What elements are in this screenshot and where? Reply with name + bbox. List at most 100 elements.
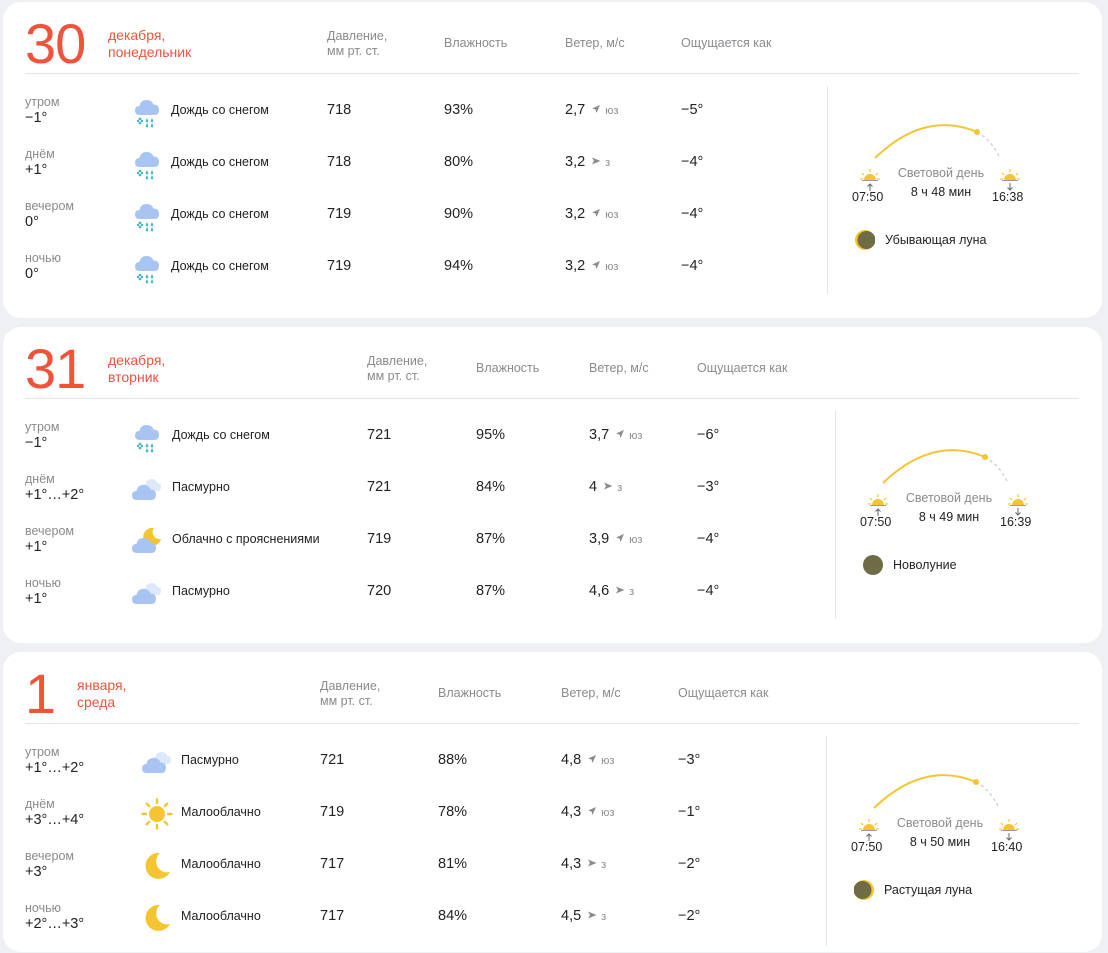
feels-like-value: −2° — [678, 908, 701, 924]
feels-like-value: −1° — [678, 804, 701, 820]
pressure-value: 718 — [327, 154, 352, 170]
forecast-row: утром −1° Дождь со снегом 721 95% 3,7 юз −6° — [3, 420, 1102, 472]
time-of-day: утром — [25, 420, 60, 434]
wind-info: 4,3 юз — [561, 804, 614, 822]
forecast-row: утром −1° Дождь со снегом 718 93% 2,7 юз −5° — [3, 95, 1102, 147]
feels-like-value: −3° — [678, 752, 701, 768]
condition: Облачно с прояснениями — [172, 532, 320, 546]
humidity-value: 84% — [438, 908, 468, 924]
header-divider — [25, 723, 1079, 724]
wind-arrow-sw-icon — [591, 104, 601, 114]
moon-phase-label: Убывающая луна — [885, 233, 987, 247]
feels-like-value: −5° — [681, 102, 704, 118]
time-of-day: ночью — [25, 576, 61, 590]
sunrise-time: 07:50 — [851, 840, 883, 854]
wind-arrow-sw-icon — [615, 429, 625, 439]
wind-direction: з — [601, 911, 607, 923]
header-pressure: Давление, мм рт. ст. — [327, 29, 388, 58]
time-of-day: ночью — [25, 251, 61, 265]
time-of-day: днём — [25, 472, 55, 486]
time-of-day: утром — [25, 95, 60, 109]
time-of-day: вечером — [25, 849, 74, 863]
forecast-row: вечером 0° Дождь со снегом 719 90% 3,2 юз −4° — [3, 199, 1102, 251]
condition: Пасмурно — [172, 480, 230, 494]
wind-arrow-sw-icon — [615, 533, 625, 543]
date-label: декабря, понедельник — [108, 27, 191, 61]
wind-arrow-sw-icon — [591, 260, 601, 270]
humidity-value: 84% — [476, 479, 506, 495]
forecast-row: вечером +3° Малооблачно 717 81% 4,3 з −2° — [3, 849, 1102, 901]
feels-like-value: −6° — [697, 427, 720, 443]
feels-like-value: −4° — [681, 154, 704, 170]
day-number: 31 — [25, 337, 86, 400]
wind-arrow-sw-icon — [587, 754, 597, 764]
sunrise-icon — [860, 169, 880, 191]
wind-direction: з — [629, 586, 635, 598]
cloudy-night-icon — [131, 525, 163, 557]
condition: Дождь со снегом — [171, 207, 269, 221]
moon-crescent-icon — [141, 902, 173, 934]
temperature: 0° — [25, 214, 39, 230]
column-divider — [827, 86, 828, 294]
humidity-value: 87% — [476, 531, 506, 547]
header-divider — [25, 398, 1079, 399]
temperature: +1° — [25, 539, 48, 555]
wind-direction: з — [605, 157, 611, 169]
temperature: +1° — [25, 162, 48, 178]
wind-arrow-sw-icon — [591, 208, 601, 218]
condition: Дождь со снегом — [171, 155, 269, 169]
moon-phase-label: Новолуние — [893, 558, 957, 572]
sunset-icon — [999, 819, 1019, 841]
condition: Дождь со снегом — [171, 259, 269, 273]
header-pressure: Давление, мм рт. ст. — [320, 679, 381, 708]
daylight-label: Световой день — [905, 491, 993, 505]
temperature: −1° — [25, 110, 48, 126]
pressure-value: 718 — [327, 102, 352, 118]
overcast-icon — [131, 577, 163, 609]
condition: Малооблачно — [181, 805, 261, 819]
wind-arrow-w-icon — [603, 481, 613, 491]
condition: Пасмурно — [172, 584, 230, 598]
rain-snow-icon — [131, 421, 163, 453]
pressure-value: 721 — [367, 479, 392, 495]
header-wind: Ветер, м/с — [561, 686, 621, 700]
wind-arrow-w-icon — [587, 858, 597, 868]
humidity-value: 80% — [444, 154, 474, 170]
time-of-day: ночью — [25, 901, 61, 915]
temperature: −1° — [25, 435, 48, 451]
sunset-time: 16:39 — [1000, 515, 1032, 529]
feels-like-value: −2° — [678, 856, 701, 872]
header-humidity: Влажность — [438, 686, 502, 700]
condition: Малооблачно — [181, 857, 261, 871]
feels-like-value: −4° — [681, 258, 704, 274]
humidity-value: 78% — [438, 804, 468, 820]
rain-snow-icon — [131, 252, 163, 284]
sun-arc — [873, 774, 999, 809]
time-of-day: вечером — [25, 199, 74, 213]
header-feels: Ощущается как — [697, 361, 788, 375]
moon-phase-label: Растущая луна — [884, 883, 973, 897]
temperature: +3°…+4° — [25, 812, 85, 828]
wind-speed: 3,2 — [565, 154, 586, 170]
date-label: декабря, вторник — [108, 352, 165, 386]
wind-speed: 3,7 — [589, 427, 610, 443]
weekday-label: понедельник — [108, 44, 192, 60]
forecast-row: ночью +2°…+3° Малооблачно 717 84% 4,5 з −2° — [3, 901, 1102, 953]
daylight-widget: Световой день 8 ч 50 мин 07:50 16:40 — [850, 770, 1030, 860]
header-wind: Ветер, м/с — [565, 36, 625, 50]
daylight-widget: Световой день 8 ч 48 мин 07:50 16:38 — [851, 120, 1031, 210]
wind-direction: юз — [605, 209, 619, 221]
new-moon-icon — [863, 555, 883, 575]
temperature: 0° — [25, 266, 39, 282]
pressure-value: 719 — [320, 804, 345, 820]
feels-like-value: −4° — [697, 583, 720, 599]
sunset-time: 16:40 — [991, 840, 1023, 854]
rain-snow-icon — [131, 96, 163, 128]
feels-like-value: −3° — [697, 479, 720, 495]
wind-info: 3,7 юз — [589, 427, 642, 445]
sunset-icon — [1000, 169, 1020, 191]
wind-info: 2,7 юз — [565, 102, 618, 120]
header-feels: Ощущается как — [678, 686, 769, 700]
pressure-value: 717 — [320, 908, 345, 924]
